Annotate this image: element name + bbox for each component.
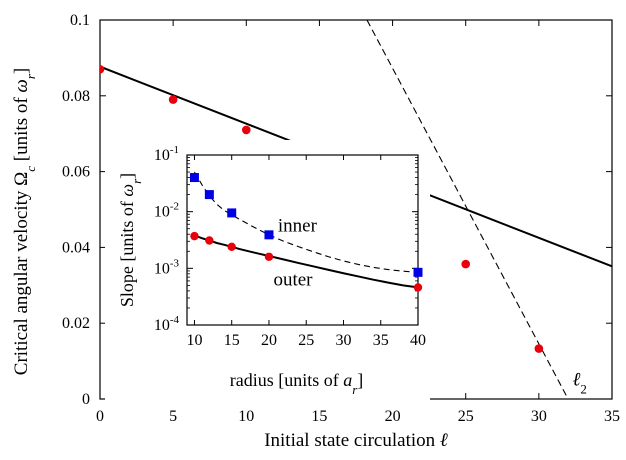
inset-x-axis-label: radius [units of ar] — [230, 370, 364, 397]
inner-data-point — [413, 267, 423, 277]
data-point — [100, 64, 105, 74]
inset-background — [105, 140, 430, 400]
outer-data-point — [264, 252, 274, 261]
inset-ticks: 10 15 20 25 30 35 40 10-4 10-3 10-2 10-1 — [154, 144, 426, 349]
inset-y-tick-label: 10-4 — [154, 314, 180, 334]
x-tick-label: 20 — [385, 408, 401, 425]
inset-frame — [186, 154, 419, 326]
x-tick-label: 35 — [604, 408, 620, 425]
outer-data-point — [413, 283, 423, 292]
data-point — [168, 95, 178, 104]
inner-data-point — [264, 230, 274, 240]
data-point — [241, 125, 251, 135]
data-point — [534, 344, 544, 353]
main-plot: 0 5 10 15 20 25 30 35 0 0.02 0.04 0.06 0.08 0.1 Initi… — [11, 12, 620, 451]
x-tick-label: 10 — [238, 408, 254, 425]
x-tick-label: 15 — [311, 408, 327, 425]
x-tick-label: 0 — [96, 408, 104, 425]
inset-x-tick-label: 10 — [186, 332, 202, 349]
y-tick-label: 0.06 — [62, 164, 90, 181]
inset-series — [189, 171, 423, 292]
inset-y-tick-label: 10-1 — [154, 144, 179, 164]
inner-data-point — [227, 208, 237, 218]
x-tick-label: 30 — [531, 408, 547, 425]
y-tick-label: 0.04 — [62, 239, 90, 256]
main-ticks: 0 5 10 15 20 25 30 35 0 0.02 0.04 0.06 0.08 0.1 — [62, 12, 620, 425]
outer-data-point — [205, 236, 214, 245]
y-tick-label: 0 — [82, 391, 90, 408]
outer-fit-curve — [194, 234, 418, 289]
inset-x-tick-label: 25 — [298, 332, 314, 349]
inset-annotations: inner outer — [273, 215, 317, 290]
outer-data-point — [227, 242, 236, 251]
inset-y-axis-label: Slope [units of ωr] — [117, 173, 144, 307]
annotation-label: ℓ2 — [573, 370, 587, 397]
inset-curves — [193, 171, 418, 289]
inset-annotation-label: outer — [273, 269, 313, 290]
inset-x-tick-label: 40 — [410, 332, 426, 349]
inset-plot: 10 15 20 25 30 35 40 10-4 10-3 10-2 10-1 radius [u… — [105, 140, 430, 400]
outer-data-point — [190, 231, 199, 241]
inset-x-tick-label: 35 — [373, 332, 389, 349]
x-tick-label: 5 — [169, 408, 177, 425]
y-tick-label: 0.1 — [70, 12, 90, 29]
x-tick-label: 25 — [458, 408, 474, 425]
dashed-fit-line — [366, 20, 569, 399]
inner-data-point — [204, 190, 214, 200]
y-tick-label: 0.02 — [62, 315, 90, 332]
inset-x-tick-label: 20 — [261, 332, 277, 349]
x-axis-label: Initial state circulation ℓ — [264, 430, 448, 451]
y-tick-label: 0.08 — [62, 88, 90, 105]
inset-annotation-label: inner — [278, 215, 318, 236]
data-point — [461, 259, 471, 269]
inset-y-tick-label: 10-3 — [154, 257, 180, 277]
inner-data-point — [189, 173, 199, 183]
y-axis-label: Critical angular velocity Ωc [units of ω… — [11, 68, 38, 375]
inset-x-tick-label: 30 — [335, 332, 351, 349]
inset-x-tick-label: 15 — [224, 332, 240, 349]
inset-y-tick-label: 10-2 — [154, 201, 179, 221]
